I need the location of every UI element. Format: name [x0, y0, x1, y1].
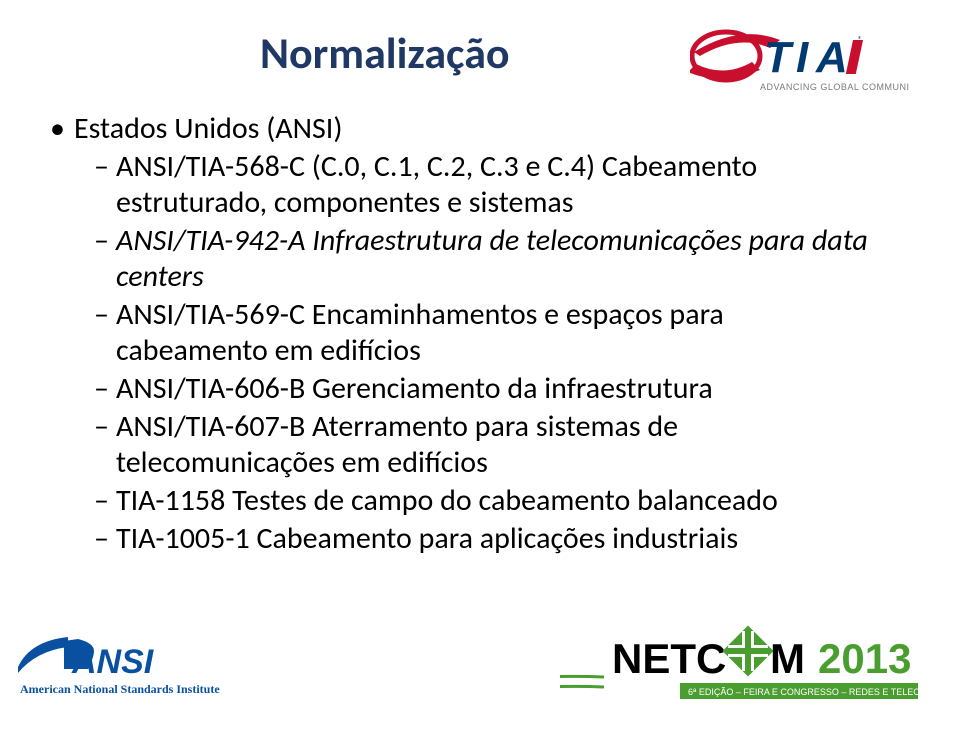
netcom-logo: NETC M 2013 6ª EDIÇÃO – FEIRA E CONGRESS…	[560, 621, 920, 716]
bullet-icon: •	[50, 111, 74, 147]
svg-text:I: I	[796, 33, 809, 82]
dash-icon: –	[94, 149, 116, 185]
svg-text:A: A	[815, 33, 848, 82]
list-item: – ANSI/TIA-942-A Infraestrutura de telec…	[94, 223, 910, 295]
dash-icon: –	[94, 483, 116, 519]
svg-text:M: M	[770, 635, 805, 682]
item-text: ANSI/TIA-942-A Infraestrutura de telecom…	[116, 223, 876, 295]
list-item: – ANSI/TIA-569-C Encaminhamentos e espaç…	[94, 297, 910, 369]
list-item: – TIA-1005-1 Cabeamento para aplicações …	[94, 521, 910, 557]
item-text: TIA-1158 Testes de campo do cabeamento b…	[116, 483, 778, 519]
ansi-logo: ANSI American National Standards Institu…	[18, 633, 248, 708]
svg-text:ANSI: ANSI	[71, 643, 155, 681]
slide: Normalização T I A ADVANCING GLOBAL COMM…	[0, 0, 960, 736]
list-item: – ANSI/TIA-607-B Aterramento para sistem…	[94, 409, 910, 481]
tia-logo: T I A ADVANCING GLOBAL COMMUNICATIONS ®	[690, 26, 910, 103]
dash-icon: –	[94, 371, 116, 407]
svg-text:®: ®	[858, 35, 862, 45]
dash-icon: –	[94, 409, 116, 445]
netcom-year: 2013	[818, 635, 911, 682]
item-text: ANSI/TIA-606-B Gerenciamento da infraest…	[116, 371, 713, 407]
footer: ANSI American National Standards Institu…	[0, 624, 960, 736]
netcom-sub: 6ª EDIÇÃO – FEIRA E CONGRESSO – REDES E …	[688, 687, 920, 697]
item-text: ANSI/TIA-568-C (C.0, C.1, C.2, C.3 e C.4…	[116, 149, 876, 221]
list-item: – ANSI/TIA-606-B Gerenciamento da infrae…	[94, 371, 910, 407]
dash-icon: –	[94, 297, 116, 333]
heading-text: Estados Unidos (ANSI)	[74, 111, 342, 147]
dash-icon: –	[94, 521, 116, 557]
item-text: ANSI/TIA-607-B Aterramento para sistemas…	[116, 409, 876, 481]
item-text: ANSI/TIA-569-C Encaminhamentos e espaços…	[116, 297, 876, 369]
dash-icon: –	[94, 223, 116, 259]
list-heading: • Estados Unidos (ANSI)	[50, 111, 910, 147]
header-row: Normalização T I A ADVANCING GLOBAL COMM…	[50, 20, 910, 103]
tia-tagline: ADVANCING GLOBAL COMMUNICATIONS	[760, 82, 910, 92]
svg-text:NETC: NETC	[612, 635, 726, 682]
item-text: TIA-1005-1 Cabeamento para aplicações in…	[116, 521, 738, 557]
slide-title: Normalização	[260, 26, 510, 80]
list-item: – ANSI/TIA-568-C (C.0, C.1, C.2, C.3 e C…	[94, 149, 910, 221]
list-item: – TIA-1158 Testes de campo do cabeamento…	[94, 483, 910, 519]
ansi-text: American National Standards Institute	[20, 682, 220, 696]
content-body: • Estados Unidos (ANSI) – ANSI/TIA-568-C…	[50, 111, 910, 557]
svg-text:T: T	[764, 33, 794, 82]
